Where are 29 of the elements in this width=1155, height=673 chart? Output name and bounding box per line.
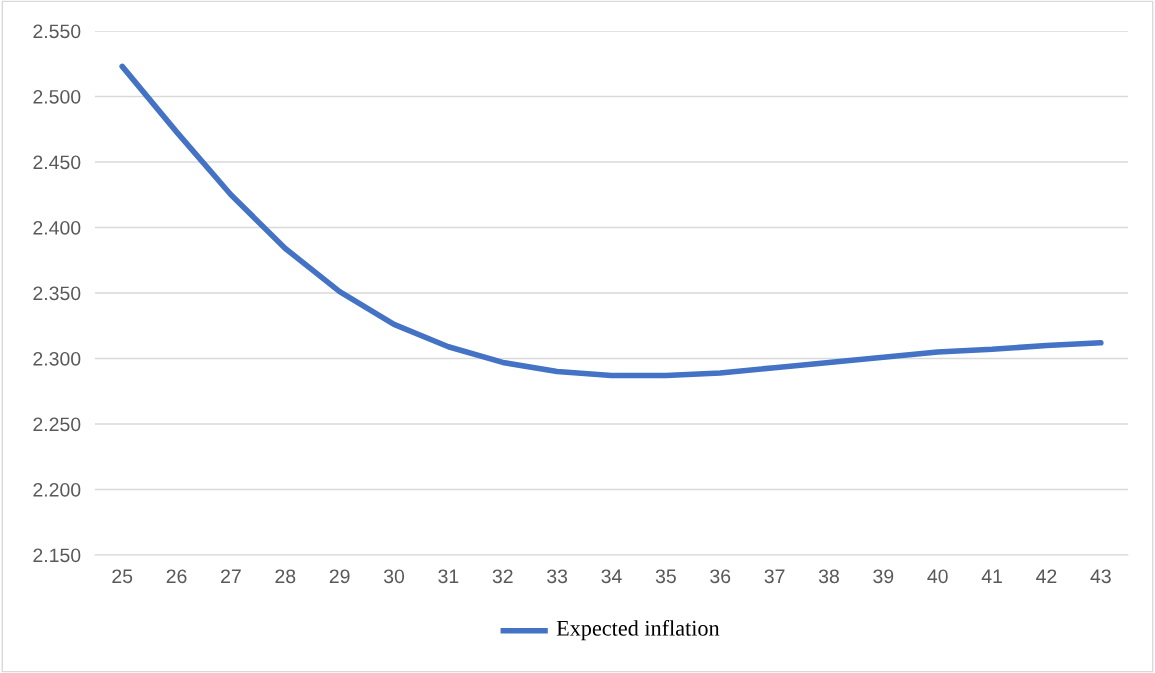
y-tick-label: 2.550 [33, 24, 81, 39]
y-tick-label: 2.200 [33, 482, 81, 497]
x-tick-label: 27 [221, 569, 241, 583]
x-tick-label: 34 [601, 569, 622, 584]
x-tick-label: 29 [329, 569, 350, 584]
x-tick-label: 41 [981, 569, 1002, 583]
x-tick-label: 43 [1090, 569, 1111, 584]
x-tick-label: 32 [492, 569, 513, 584]
x-tick-label: 28 [275, 569, 296, 584]
x-tick-label: 38 [818, 569, 839, 584]
x-tick-label: 39 [873, 569, 894, 584]
y-tick-label: 2.350 [33, 286, 81, 301]
y-tick-label: 2.250 [33, 417, 81, 432]
x-tick-label: 40 [927, 569, 948, 584]
x-tick-label: 31 [438, 569, 459, 584]
x-tick-label: 25 [112, 569, 133, 584]
y-tick-label: 2.500 [33, 89, 81, 104]
x-tick-label: 36 [710, 569, 731, 584]
y-tick-label: 2.450 [33, 155, 81, 170]
x-tick-label: 37 [764, 569, 785, 584]
x-tick-label: 33 [547, 569, 568, 584]
y-tick-label: 2.150 [33, 548, 81, 563]
x-tick-label: 42 [1036, 569, 1057, 583]
legend-label: Expected inflation [556, 619, 720, 641]
y-tick-label: 2.300 [33, 351, 81, 366]
x-tick-label: 30 [383, 569, 405, 584]
x-tick-label: 26 [166, 569, 187, 584]
x-tick-label: 35 [655, 569, 676, 584]
y-tick-label: 2.400 [33, 220, 81, 235]
